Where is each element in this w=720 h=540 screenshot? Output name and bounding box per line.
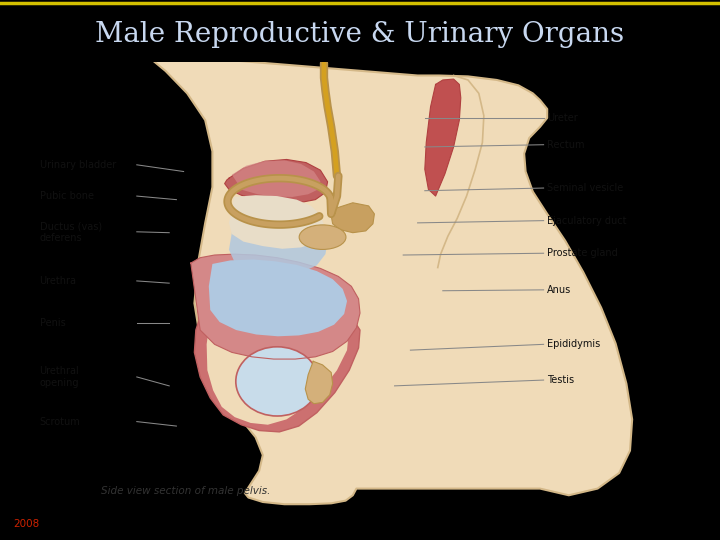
Text: 2008: 2008: [13, 519, 39, 529]
Text: Epididymis: Epididymis: [547, 339, 600, 349]
Text: Ureter: Ureter: [547, 113, 578, 123]
Polygon shape: [225, 159, 328, 203]
Text: Pubic bone: Pubic bone: [40, 191, 94, 201]
Polygon shape: [144, 53, 632, 504]
Ellipse shape: [300, 225, 346, 249]
Polygon shape: [229, 195, 324, 249]
Polygon shape: [232, 160, 320, 197]
Text: Penis: Penis: [40, 319, 66, 328]
Text: Prostate gland: Prostate gland: [547, 248, 618, 258]
Text: Anus: Anus: [547, 285, 572, 295]
Polygon shape: [207, 307, 348, 425]
Ellipse shape: [235, 347, 318, 416]
Polygon shape: [194, 300, 360, 432]
Text: Side view section of male pelvis.: Side view section of male pelvis.: [101, 486, 270, 496]
Polygon shape: [209, 260, 347, 336]
Text: Urethra: Urethra: [40, 276, 76, 286]
Polygon shape: [305, 361, 333, 404]
Polygon shape: [331, 203, 374, 233]
Polygon shape: [425, 79, 461, 196]
Text: Ejaculatory duct: Ejaculatory duct: [547, 215, 626, 226]
Text: Urethral
opening: Urethral opening: [40, 366, 79, 388]
Text: Ductus (vas)
deferens: Ductus (vas) deferens: [40, 221, 102, 242]
Polygon shape: [229, 211, 328, 274]
Text: Male Reproductive & Urinary Organs: Male Reproductive & Urinary Organs: [96, 21, 624, 48]
Text: Rectum: Rectum: [547, 140, 585, 150]
Text: Scrotum: Scrotum: [40, 416, 81, 427]
Polygon shape: [191, 254, 360, 359]
Text: Urinary bladder: Urinary bladder: [40, 160, 116, 170]
Text: Seminal vesicle: Seminal vesicle: [547, 183, 624, 193]
Text: Testis: Testis: [547, 375, 575, 385]
